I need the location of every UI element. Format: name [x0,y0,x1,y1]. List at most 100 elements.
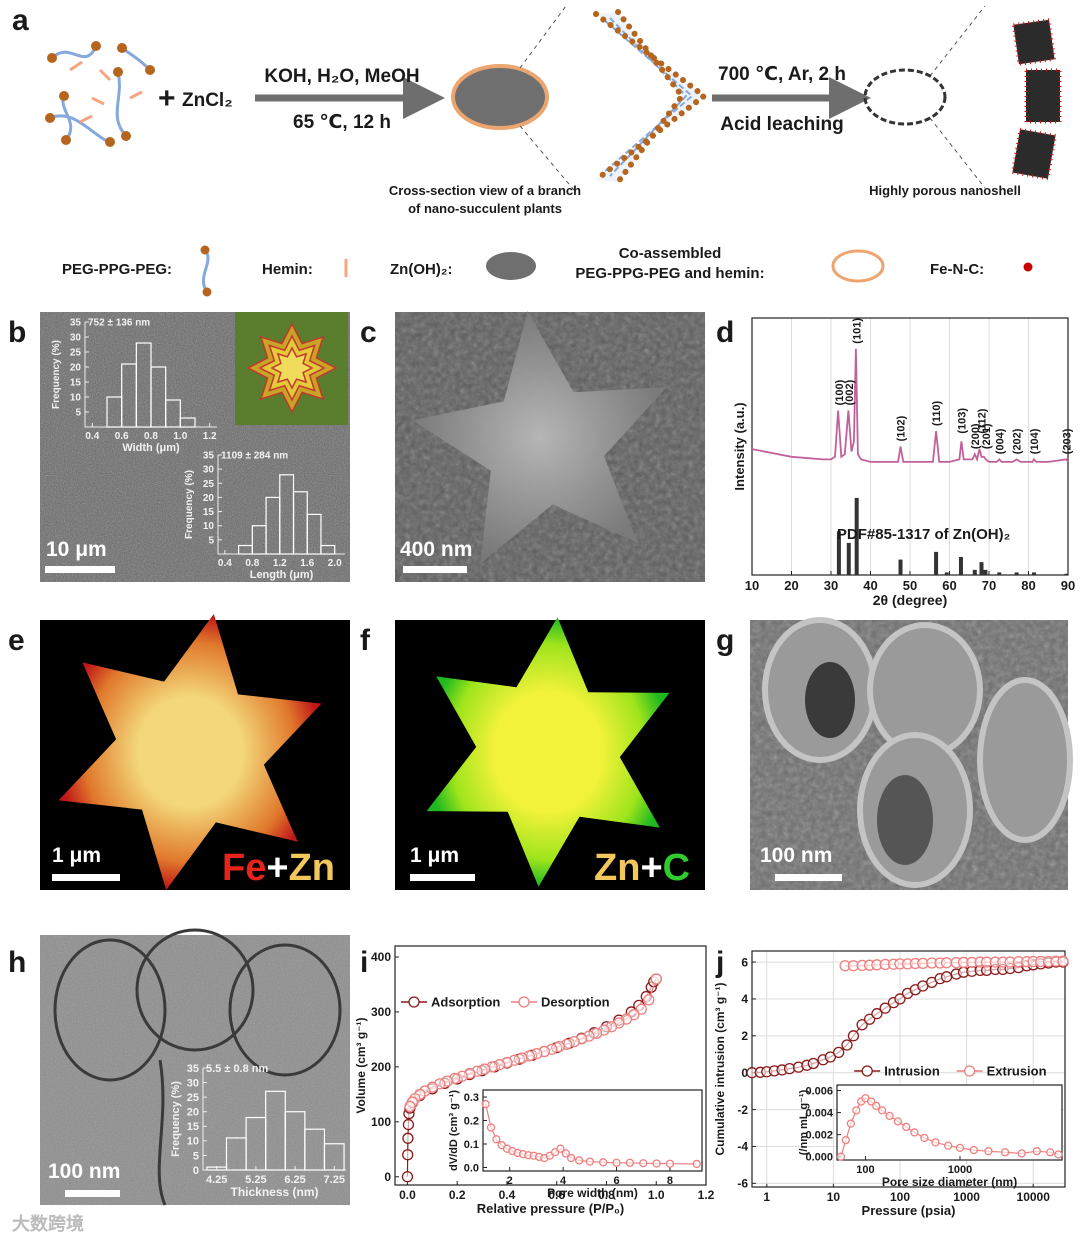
data-point [401,1171,414,1183]
end [117,43,127,53]
x-tick-label: 1.0 [173,431,187,442]
legend-label: Extrusion [987,1064,1047,1079]
histogram-title: 752 ± 136 nm [88,318,150,329]
scale-label: 100 nm [48,1160,120,1183]
legend-label: Intrusion [884,1064,940,1079]
plot-frame [751,317,1069,576]
data-point [955,1143,965,1153]
x-axis-label: Relative pressure (P/P₀) [477,1201,624,1216]
x-tick-label: 1.2 [203,431,217,442]
chain [49,114,111,144]
x-axis-label: Thickness (nm) [230,1185,318,1199]
data-point [841,1135,850,1145]
end [145,65,155,75]
data-point [893,1117,902,1126]
data-point [652,1159,661,1168]
x-tick-label: 20 [784,578,798,593]
y-axis-label: Volume (cm³ g⁻¹) [354,1017,368,1113]
x-tick-label: 0.6 [548,1188,565,1202]
data-point [1057,955,1069,967]
chart: 10 20 30 40 50 60 70 80 90 (100)(002) (101) (102) (1… [732,317,1075,608]
x-tick-label: 0.8 [598,1188,615,1202]
x-tick-label: 2 [507,1175,513,1187]
data-point [807,1057,819,1070]
reference-peak [836,531,841,575]
micrographs [40,311,1073,1206]
reference-peak [979,562,984,575]
x-tick-label: 1000 [948,1164,972,1176]
hemin [129,90,143,100]
x-tick-label: 4.25 [206,1174,227,1186]
reference-peak [997,572,1002,575]
panel-label: g [716,624,734,657]
data-point [984,1147,993,1156]
histogram-title: 1109 ± 284 nm [221,451,288,462]
data-point [902,1122,911,1132]
element: + [640,847,662,889]
series-line [751,348,1069,463]
end [45,113,55,123]
y-tick-label: 20 [203,493,215,504]
reference-peak [944,572,949,575]
scale-label: 100 nm [760,844,832,867]
end [91,41,101,51]
peak-label: (201) [981,423,993,449]
y-tick-label: 10 [70,393,82,404]
y-tick-label: 0 [384,1170,391,1184]
annotation: PDF#85-1317 of Zn(OH)₂ [837,526,1010,543]
x-tick-label: 1000 [953,1190,980,1204]
scale-label: 10 μm [46,538,107,561]
shell-opening [877,775,933,865]
chart: 0.4 0.6 0.8 1.0 1.2 5 10 15 20 25 30 35 752 ± 136 nm… [51,318,217,455]
end [105,137,115,147]
data-point [665,1159,675,1168]
legend-label: PEG-PPG-PEG: [62,261,172,278]
y-tick-label: 15 [187,1121,199,1133]
panel-label: c [360,316,377,349]
y-tick-label: 400 [371,950,391,964]
x-tick-label: 50 [903,578,917,593]
peak-label: (200) [970,423,982,449]
data-point [877,1106,887,1115]
reference-peak [958,557,963,575]
peak-label: (104) [1029,428,1041,454]
chain [50,45,98,60]
panel-label: i [360,946,368,979]
data-point [574,1156,584,1165]
data-point [852,1106,861,1115]
zoom-line [519,5,567,69]
chart: 100 1000 0.000 0.002 0.004 0.006 Pore size dia… [798,1084,1063,1189]
end-row [615,9,686,185]
chain [121,46,152,72]
end-row [593,11,709,183]
nano-succulent [412,311,667,564]
y-tick-label: 0 [741,1066,748,1080]
x-tick-label: 0.2 [449,1188,466,1202]
x-axis-label: Pressure (psia) [862,1203,956,1218]
y-axis-label: Frequency (%) [51,340,62,409]
data-point [635,1003,647,1015]
y-tick-label: 30 [203,465,215,476]
panel-label: d [716,316,734,349]
branch-chains [603,17,694,177]
condition: KOH, H₂O, MeOH [264,66,419,87]
x-tick-label: 1.6 [300,558,314,569]
nanoshell [863,68,947,126]
y-axis-label: dV/dD (cm³ g⁻¹) [448,1090,460,1171]
y-tick-label: 2 [741,1029,748,1043]
data-point [1000,1148,1010,1157]
end [113,67,123,77]
panel-label: h [8,946,26,979]
x-tick-label: 0.4 [218,558,232,569]
shell-segment [1010,127,1058,181]
data-point [556,1144,565,1153]
schematic: + ZnCl₂ KOH, H₂O, MeOH 65 ℃, 12 h Cross-… [45,5,1062,216]
reference-peak [1014,572,1019,575]
x-tick-label: 100 [856,1164,874,1176]
hemin [69,60,83,72]
data-point [867,1097,876,1106]
peak-label: (100) [834,379,846,405]
x-tick-label: 2.0 [328,558,342,569]
legend-label: PEG-PPG-PEG and hemin: [575,265,764,282]
tem-texture [40,935,350,1205]
